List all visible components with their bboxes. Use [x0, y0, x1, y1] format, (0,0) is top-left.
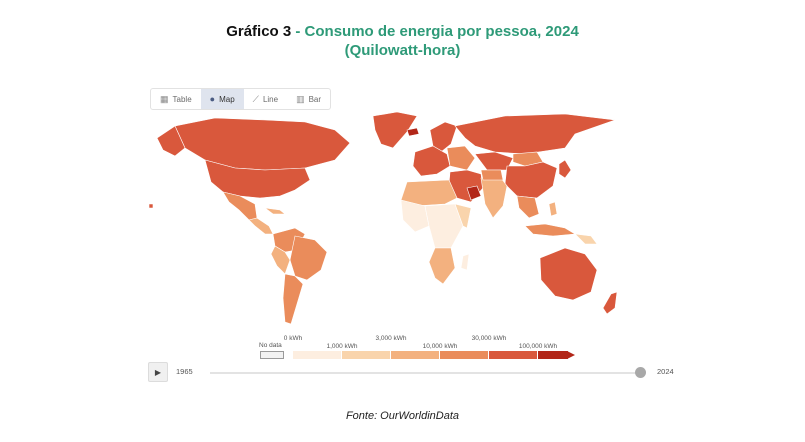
legend-tick-0: 0 kWh — [283, 335, 303, 342]
region-southern-cone[interactable] — [282, 273, 304, 325]
tab-bar[interactable]: ▥ Bar — [287, 89, 330, 109]
region-southern-africa[interactable] — [428, 247, 456, 285]
timeline-track[interactable] — [210, 372, 640, 374]
chart-title: Gráfico 3 - Consumo de energia por pesso… — [0, 22, 805, 60]
timeline-end-year: 2024 — [657, 367, 674, 376]
legend-bin-6 — [538, 351, 568, 359]
legend-tick-4: 30,000 kWh — [471, 335, 507, 342]
region-indonesia[interactable] — [524, 223, 576, 237]
region-central-america[interactable] — [248, 217, 274, 235]
tab-line-label: Line — [262, 94, 279, 104]
play-button[interactable]: ▶ — [148, 362, 168, 382]
region-philippines[interactable] — [548, 201, 558, 217]
legend-bin-5 — [489, 351, 537, 359]
title-unit: (Quilowatt-hora) — [344, 42, 461, 59]
source-note: Fonte: OurWorldinData — [345, 410, 460, 422]
region-east-africa[interactable] — [454, 203, 472, 229]
view-tabs: ▦ Table ● Map ⟋ Line ▥ Bar — [150, 88, 332, 110]
legend-bin-1 — [293, 351, 341, 359]
line-chart-icon: ⟋ — [252, 93, 259, 104]
legend-bin-3 — [391, 351, 439, 359]
region-eastern-europe[interactable] — [446, 145, 476, 171]
legend-arrow — [567, 351, 575, 359]
region-canada[interactable] — [174, 117, 351, 171]
region-australia[interactable] — [539, 247, 598, 301]
region-caribbean[interactable] — [263, 207, 286, 215]
region-greenland[interactable] — [372, 111, 418, 149]
region-arabian-gulf[interactable] — [466, 185, 482, 201]
region-new-zealand[interactable] — [602, 291, 618, 315]
no-data-swatch — [260, 351, 284, 359]
region-madagascar[interactable] — [460, 253, 470, 271]
world-map[interactable] — [145, 108, 645, 333]
legend-tick-5: 100,000 kWh — [518, 343, 558, 350]
region-china[interactable] — [504, 161, 558, 199]
region-south-asia[interactable] — [480, 177, 508, 219]
tab-bar-label: Bar — [308, 94, 322, 104]
region-alaska[interactable] — [156, 125, 186, 157]
timeline-start-year: 1965 — [176, 367, 193, 376]
tab-table-label: Table — [172, 94, 192, 104]
tab-line[interactable]: ⟋ Line — [244, 89, 287, 109]
region-west-africa[interactable] — [400, 199, 430, 233]
region-southeast-asia[interactable] — [516, 195, 540, 219]
title-prefix: Gráfico 3 — [226, 23, 292, 40]
timeline: ▶ 1965 2024 — [148, 362, 678, 382]
legend-bin-2 — [342, 351, 390, 359]
tab-map-label: Map — [219, 94, 235, 104]
region-small-islands[interactable] — [148, 203, 154, 209]
title-main: - Consumo de energia por pessoa, 2024 — [291, 23, 579, 40]
region-russia[interactable] — [454, 113, 616, 155]
legend-bin-4 — [440, 351, 488, 359]
legend-tick-2: 3,000 kWh — [375, 335, 407, 342]
no-data-label: No data — [259, 342, 282, 349]
region-usa[interactable] — [204, 159, 311, 199]
region-western-europe[interactable] — [412, 145, 451, 177]
map-legend: No data 0 kWh 1,000 kWh 3,000 kWh 10,000… — [255, 334, 585, 366]
tab-map[interactable]: ● Map — [200, 89, 244, 109]
tab-table[interactable]: ▦ Table — [151, 89, 201, 109]
region-korea-japan[interactable] — [558, 159, 572, 179]
region-papua[interactable] — [574, 233, 598, 245]
play-icon: ▶ — [154, 367, 162, 377]
region-central-asia[interactable] — [480, 169, 504, 181]
table-icon: ▦ — [160, 93, 169, 104]
timeline-handle[interactable] — [635, 367, 646, 378]
legend-tick-3: 10,000 kWh — [422, 343, 458, 350]
bar-chart-icon: ▥ — [296, 93, 305, 104]
region-kazakhstan[interactable] — [474, 151, 514, 171]
globe-icon: ● — [209, 94, 216, 104]
region-brazil[interactable] — [289, 235, 328, 281]
region-iceland[interactable] — [406, 127, 420, 137]
legend-tick-1: 1,000 kWh — [326, 343, 358, 350]
